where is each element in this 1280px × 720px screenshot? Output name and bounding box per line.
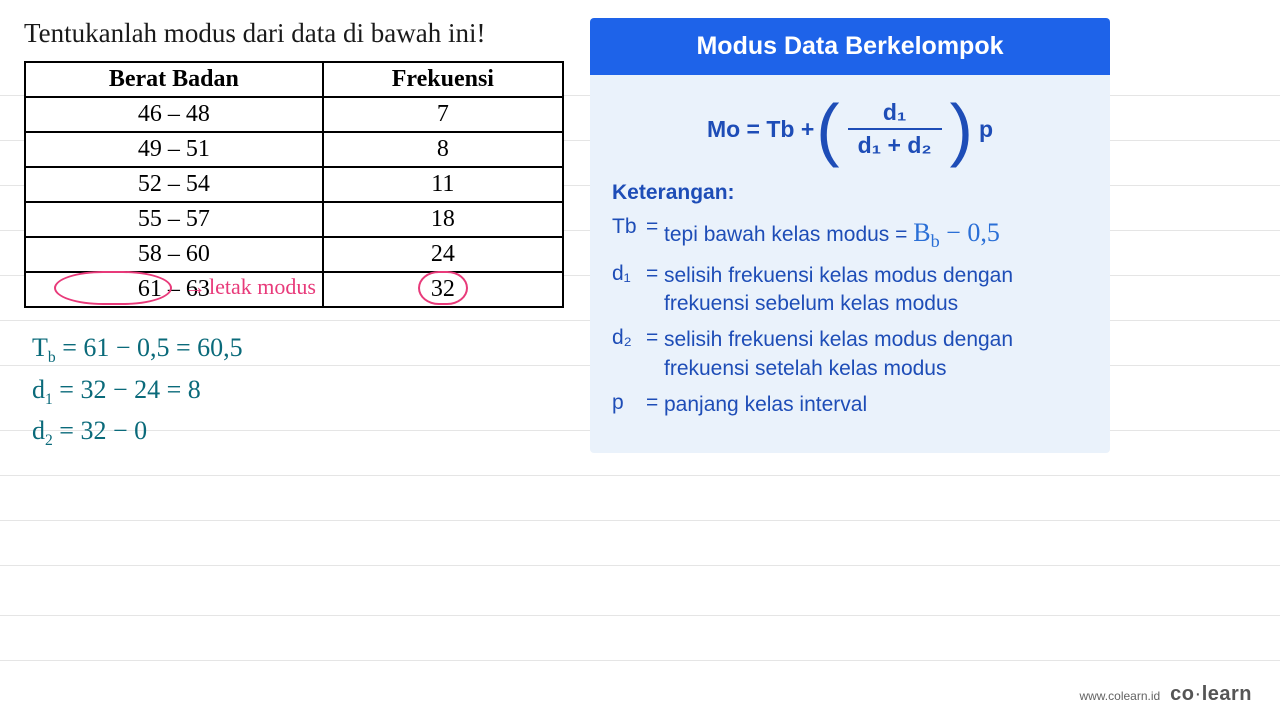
handwritten-work: Tb = 61 − 0,5 = 60,5 d1 = 32 − 24 = 8 d2… [24, 328, 570, 453]
table-cell: 55 – 57 [25, 202, 323, 237]
content: Tentukanlah modus dari data di bawah ini… [0, 0, 1280, 720]
table-wrapper: Berat Badan Frekuensi 46 – 48749 – 51852… [24, 61, 570, 308]
table-row: 58 – 6024 [25, 237, 563, 272]
table-cell: 24 [323, 237, 563, 272]
table-cell: 58 – 60 [25, 237, 323, 272]
paren-left: ( [814, 101, 841, 157]
table-row: 52 – 5411 [25, 167, 563, 202]
table-header-col2: Frekuensi [323, 62, 563, 97]
right-column: Modus Data Berkelompok Mo = Tb + ( d₁ d₁… [590, 0, 1110, 720]
keterangan-label: Keterangan: [612, 181, 1088, 205]
table-cell: 32 [323, 272, 563, 307]
table-cell: 52 – 54 [25, 167, 323, 202]
annotation-arrow: → [184, 274, 206, 300]
question-prompt: Tentukanlah modus dari data di bawah ini… [24, 18, 570, 49]
table-cell: 7 [323, 97, 563, 132]
handwritten-line-2: d1 = 32 − 24 = 8 [32, 370, 570, 412]
formula-fraction: d₁ d₁ + d₂ [848, 99, 942, 159]
table-cell: 8 [323, 132, 563, 167]
paren-right: ) [948, 101, 975, 157]
handwritten-line-3: d2 = 32 − 0 [32, 411, 570, 453]
table-row: 55 – 5718 [25, 202, 563, 237]
def-d2: d₂ = selisih frekuensi kelas modus denga… [612, 326, 1088, 383]
formula-trailing: p [979, 116, 993, 143]
table-cell: 11 [323, 167, 563, 202]
frequency-table: Berat Badan Frekuensi 46 – 48749 – 51852… [24, 61, 564, 308]
formula-denominator: d₁ + d₂ [848, 128, 942, 159]
table-cell: 49 – 51 [25, 132, 323, 167]
table-row: 46 – 487 [25, 97, 563, 132]
table-cell: 18 [323, 202, 563, 237]
table-header-col1: Berat Badan [25, 62, 323, 97]
table-cell: 46 – 48 [25, 97, 323, 132]
modus-annotation: letak modus [209, 274, 316, 300]
handwritten-bb: Bb − 0,5 [913, 218, 1000, 247]
formula-numerator: d₁ [873, 99, 917, 128]
panel-title: Modus Data Berkelompok [590, 18, 1110, 75]
formula: Mo = Tb + ( d₁ d₁ + d₂ ) p [612, 99, 1088, 159]
def-p: p = panjang kelas interval [612, 391, 1088, 419]
def-d1: d₁ = selisih frekuensi kelas modus denga… [612, 262, 1088, 319]
handwritten-line-1: Tb = 61 − 0,5 = 60,5 [32, 328, 570, 370]
panel-body: Mo = Tb + ( d₁ d₁ + d₂ ) p Keterangan: T… [590, 75, 1110, 453]
table-row: 49 – 518 [25, 132, 563, 167]
left-column: Tentukanlah modus dari data di bawah ini… [0, 0, 590, 720]
def-tb: Tb = tepi bawah kelas modus = Bb − 0,5 [612, 215, 1088, 254]
formula-lhs: Mo = Tb + [707, 116, 814, 143]
